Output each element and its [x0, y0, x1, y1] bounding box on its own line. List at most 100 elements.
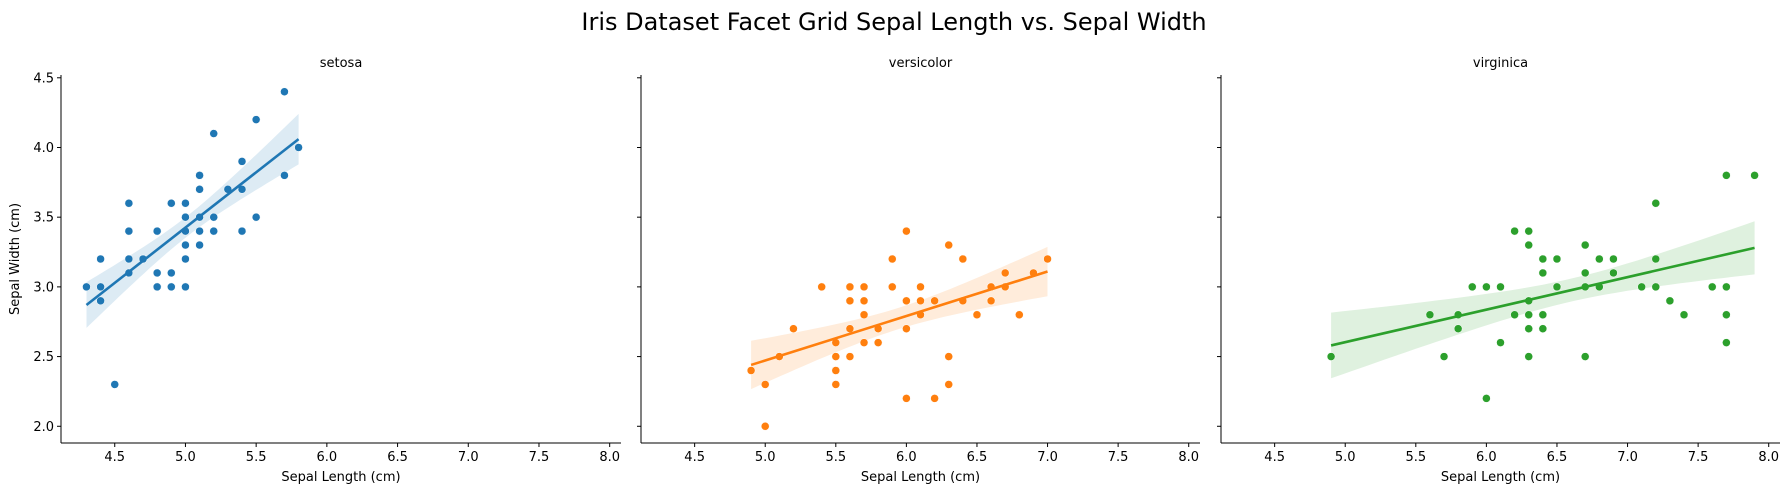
x-axis-label: Sepal Length (cm) — [1441, 470, 1560, 485]
data-point — [237, 226, 247, 236]
data-point — [1468, 282, 1477, 292]
x-tick-label: 7.5 — [529, 450, 550, 465]
x-tick-label: 7.0 — [1037, 450, 1058, 465]
facet-versicolor: versicolor 4.5 5.0 5.5 6.0 6.5 7.0 7.5 8.0 Sepal … — [637, 56, 1200, 485]
data-point — [1679, 310, 1689, 320]
data-point — [1524, 352, 1533, 361]
data-point — [1707, 282, 1717, 292]
regression-line — [85, 138, 300, 307]
x-tick-label: 6.5 — [387, 450, 408, 465]
data-point — [1722, 282, 1731, 292]
x-tick-label: 5.5 — [825, 450, 846, 465]
data-point — [873, 338, 883, 347]
data-point — [96, 282, 105, 292]
data-point — [944, 380, 953, 389]
data-point — [1482, 394, 1491, 403]
data-point — [209, 129, 218, 138]
data-point — [1015, 310, 1024, 320]
data-point — [181, 198, 190, 208]
facet-title: versicolor — [889, 56, 953, 71]
data-point — [1524, 226, 1533, 236]
x-tick-label: 6.0 — [896, 450, 917, 465]
facet-setosa: setosa 4.5 5.0 5.5 6.0 6.5 7.0 7.5 8.0 2.0 2.5 3.0 3… — [8, 56, 621, 485]
figure-title: Iris Dataset Facet Grid Sepal Length vs.… — [581, 8, 1206, 36]
data-point — [167, 198, 176, 208]
x-tick-label: 5.5 — [1405, 450, 1426, 465]
data-point — [1609, 268, 1618, 278]
data-point — [845, 352, 855, 361]
data-point — [831, 380, 841, 389]
data-point — [181, 212, 190, 222]
x-tick-label: 6.0 — [317, 450, 338, 465]
data-point — [1524, 310, 1533, 320]
data-point — [181, 240, 190, 250]
data-point — [831, 352, 841, 361]
data-point — [1510, 310, 1519, 320]
data-point — [96, 254, 105, 264]
data-point — [1043, 254, 1052, 264]
x-tick-label: 7.0 — [1617, 450, 1638, 465]
data-point — [1595, 254, 1604, 264]
facet-title: virginica — [1473, 56, 1528, 71]
data-point — [1482, 282, 1491, 292]
x-tick-label: 7.5 — [1108, 450, 1129, 465]
data-point — [1524, 324, 1533, 333]
data-point — [986, 296, 996, 306]
data-point — [1722, 338, 1731, 347]
data-point — [831, 366, 841, 375]
data-point — [181, 254, 190, 264]
data-point — [1750, 171, 1759, 180]
data-point — [1651, 282, 1661, 292]
data-point — [1425, 310, 1435, 320]
data-point — [845, 282, 855, 292]
data-point — [944, 240, 953, 250]
x-tick-label: 4.5 — [104, 450, 125, 465]
data-point — [1538, 324, 1548, 333]
x-tick-label: 4.5 — [684, 450, 705, 465]
data-point — [1524, 240, 1533, 250]
data-point — [760, 422, 770, 431]
data-point — [916, 282, 925, 292]
x-tick-label: 5.0 — [1335, 450, 1356, 465]
data-point — [1580, 240, 1590, 250]
data-point — [96, 296, 105, 306]
data-point — [1665, 296, 1675, 306]
data-point — [1453, 324, 1463, 333]
data-point — [195, 240, 204, 250]
data-point — [859, 296, 869, 306]
data-point — [930, 296, 939, 306]
x-tick-label: 8.0 — [1178, 450, 1199, 465]
data-point — [1538, 310, 1548, 320]
data-point — [746, 366, 756, 375]
data-point — [859, 282, 869, 292]
data-point — [1538, 268, 1548, 278]
y-tick-label: 2.0 — [33, 420, 54, 435]
x-tick-label: 5.0 — [755, 450, 776, 465]
data-point — [195, 226, 204, 236]
x-axis-label: Sepal Length (cm) — [861, 470, 980, 485]
y-tick-label: 4.0 — [33, 141, 54, 156]
data-point — [817, 282, 826, 292]
data-point — [294, 143, 303, 152]
data-point — [124, 198, 134, 208]
data-point — [1326, 352, 1336, 361]
data-point — [1609, 254, 1618, 264]
data-point — [251, 212, 261, 222]
data-point — [152, 226, 162, 236]
data-point — [1496, 282, 1505, 292]
data-point — [845, 324, 855, 333]
data-point — [152, 268, 162, 278]
x-tick-label: 5.0 — [175, 450, 196, 465]
data-point — [167, 282, 176, 292]
y-tick-label: 3.0 — [33, 280, 54, 295]
data-point — [1651, 254, 1661, 264]
data-point — [789, 324, 798, 333]
data-point — [195, 185, 204, 194]
data-point — [1722, 310, 1731, 320]
x-tick-label: 5.5 — [246, 450, 267, 465]
regression-line — [1330, 246, 1755, 347]
data-point — [902, 226, 911, 236]
data-point — [152, 282, 162, 292]
data-point — [195, 171, 204, 180]
